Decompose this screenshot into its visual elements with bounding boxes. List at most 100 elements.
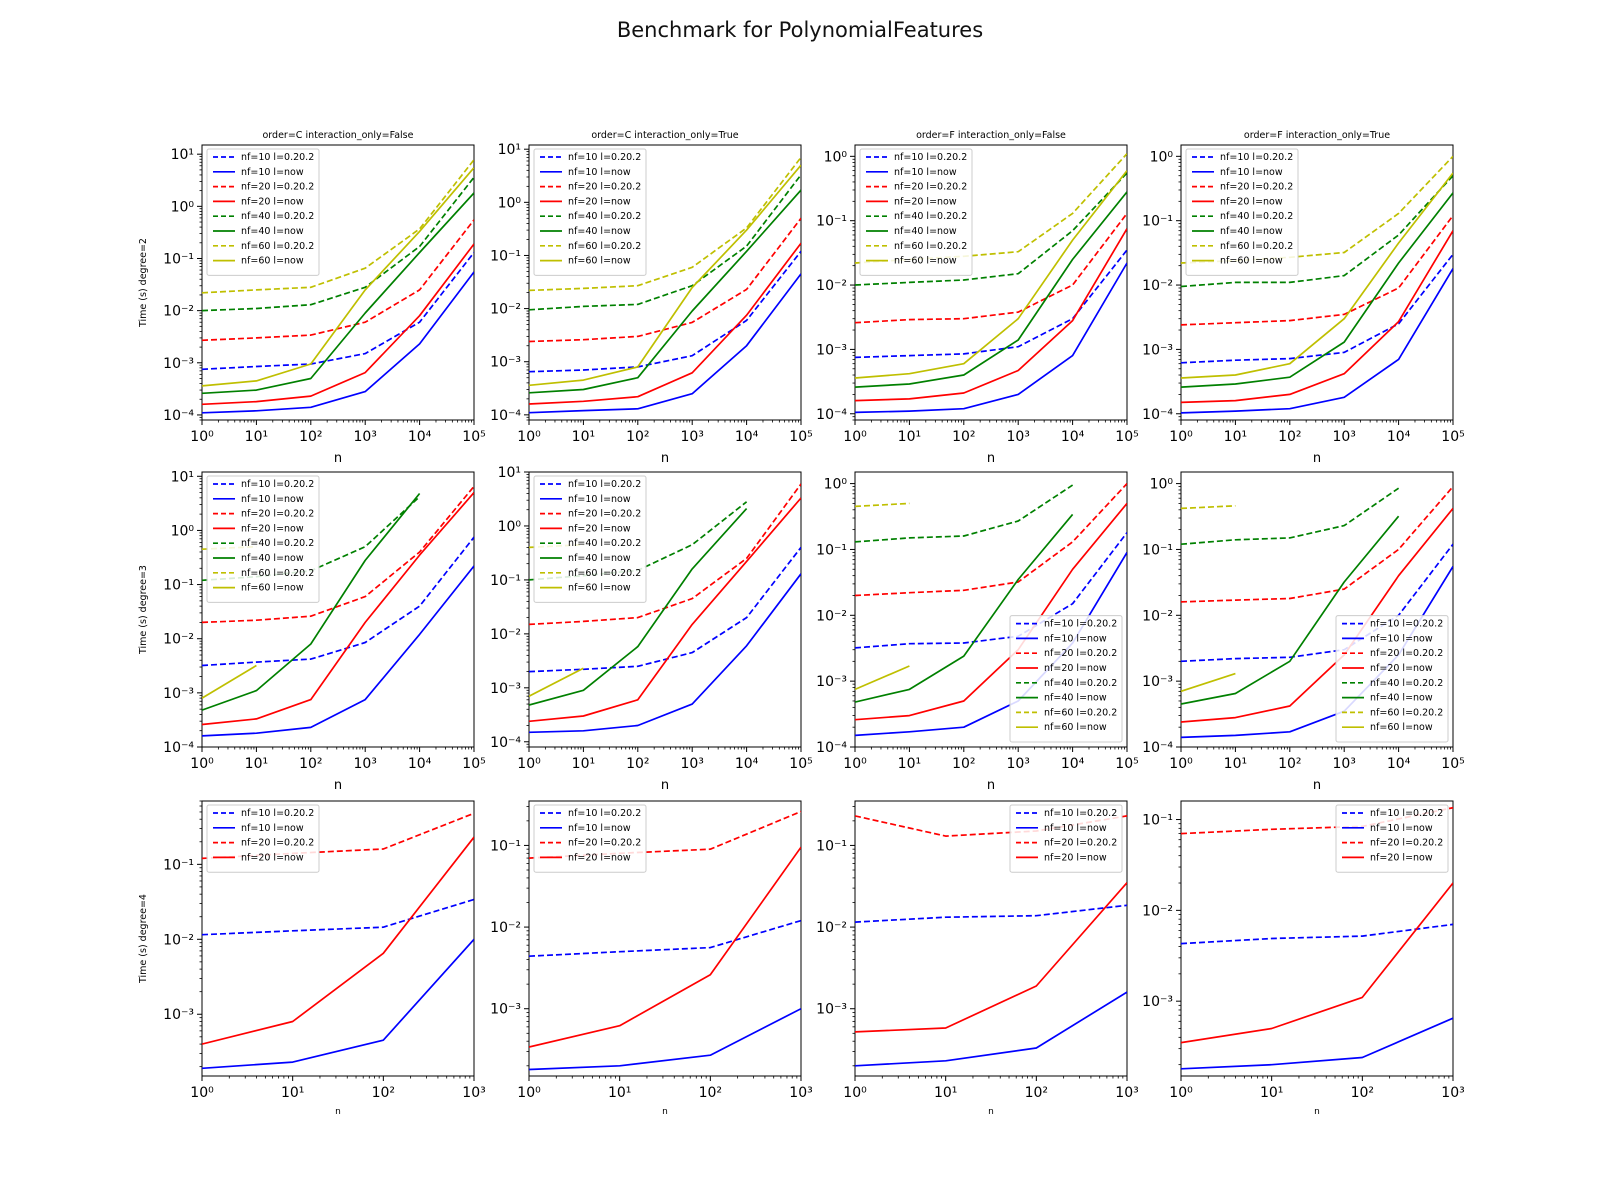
legend-label: nf=10 l=0.20.2 [241, 152, 314, 163]
y-tick-label: 10⁻¹ [490, 573, 521, 589]
legend-label: nf=20 l=0.20.2 [1044, 648, 1117, 659]
x-tick-label: 10³ [1332, 756, 1355, 772]
legend-label: nf=10 l=now [568, 823, 631, 834]
y-tick-label: 10¹ [498, 142, 521, 158]
legend-label: nf=60 l=now [1044, 722, 1107, 733]
legend: nf=10 l=0.20.2 nf=10 l=now nf=20 l=0.20.2 n… [533, 804, 647, 873]
series-nf-10-l-0-20-2 [529, 546, 801, 673]
legend-label: nf=40 l=0.20.2 [241, 538, 314, 549]
legend-label: nf=10 l=now [1370, 823, 1433, 834]
axes-frame [528, 800, 802, 1077]
x-tick-label: 10⁴ [735, 756, 759, 772]
axes-frame [201, 471, 475, 748]
legend-label: nf=20 l=now [1370, 852, 1433, 863]
series-nf-10-l-now [855, 262, 1127, 414]
y-tick-label: 10⁻² [816, 920, 847, 936]
series-group [202, 159, 474, 414]
x-tick-label: 10³ [353, 756, 376, 772]
series-nf-10-l-0-20-2 [1181, 253, 1453, 364]
series-nf-40-l-0-20-2 [1181, 175, 1453, 288]
legend-label: nf=20 l=0.20.2 [1370, 648, 1443, 659]
y-tick-label: 10⁻⁴ [1142, 740, 1173, 756]
legend-label: nf=60 l=0.20.2 [894, 241, 967, 252]
series-nf-40-l-0-20-2 [1181, 487, 1400, 546]
series-group [529, 156, 801, 414]
series-nf-10-l-now [1181, 1017, 1453, 1070]
y-tick-label: 10⁻⁴ [163, 408, 194, 424]
series-nf-10-l-0-20-2 [529, 919, 801, 958]
x-tick-label: 10⁴ [408, 756, 432, 772]
series-nf-60-l-now [855, 170, 1127, 379]
y-tick-label: 10⁻¹ [816, 838, 847, 854]
legend-label: nf=40 l=0.20.2 [1044, 678, 1117, 689]
legend-label: nf=40 l=now [1370, 693, 1433, 704]
x-tick-label: 10² [699, 1085, 722, 1101]
y-tick-label: 10⁻³ [816, 674, 847, 690]
legend-label: nf=40 l=0.20.2 [1220, 211, 1293, 222]
y-tick-label: 10⁻⁴ [816, 407, 847, 423]
y-tick-label: 10⁻⁴ [816, 740, 847, 756]
legend-label: nf=10 l=0.20.2 [894, 152, 967, 163]
legend-label: nf=20 l=0.20.2 [241, 838, 314, 849]
subplot-0: 10⁰ 10¹ 10² 10³ 10⁴ 10⁵ 10⁻⁴ 10⁻³ 10⁻² 10⁻¹ 10⁰ 10¹… [138, 130, 486, 466]
x-axis-label: n [987, 778, 995, 793]
legend-label: nf=10 l=0.20.2 [568, 152, 641, 163]
series-nf-10-l-0-20-2 [529, 250, 801, 373]
y-tick-label: 10⁻² [163, 632, 194, 648]
y-tick-label: 10⁰ [498, 195, 522, 211]
y-tick-label: 10¹ [171, 469, 194, 485]
x-tick-label: 10⁰ [190, 756, 214, 772]
legend-label: nf=10 l=0.20.2 [1370, 619, 1443, 630]
series-nf-10-l-0-20-2 [1181, 923, 1453, 945]
axes-frame [1180, 471, 1454, 748]
x-tick-label: 10⁰ [190, 1085, 214, 1101]
y-axis-label: Time (s) degree=4 [138, 894, 149, 984]
series-nf-60-l-now [1181, 172, 1453, 379]
x-tick-label: 10³ [680, 429, 703, 445]
x-axis-label: n [1313, 451, 1321, 466]
series-nf-10-l-0-20-2 [202, 251, 474, 371]
series-nf-20-l-now [1181, 230, 1453, 404]
series-nf-40-l-0-20-2 [855, 172, 1127, 286]
legend-label: nf=60 l=now [241, 256, 304, 267]
series-nf-20-l-0-20-2 [202, 485, 474, 624]
x-tick-label: 10⁵ [1115, 756, 1138, 772]
series-nf-10-l-now [1181, 268, 1453, 414]
x-tick-label: 10⁴ [735, 429, 759, 445]
y-tick-label: 10⁻¹ [163, 578, 194, 594]
legend-label: nf=40 l=0.20.2 [241, 211, 314, 222]
legend-label: nf=10 l=0.20.2 [1370, 808, 1443, 819]
series-nf-20-l-now [202, 243, 474, 406]
legend-label: nf=20 l=now [568, 523, 631, 534]
legend-label: nf=60 l=now [1220, 256, 1283, 267]
axes-frame [854, 144, 1128, 421]
y-tick-label: 10⁻³ [490, 355, 521, 371]
series-nf-10-l-0-20-2 [855, 904, 1127, 923]
series-nf-60-l-now [855, 665, 910, 691]
y-tick-label: 10⁻³ [163, 1007, 194, 1023]
series-nf-20-l-0-20-2 [855, 212, 1127, 324]
series-nf-60-l-now [202, 664, 257, 699]
x-tick-label: 10¹ [898, 756, 921, 772]
legend-label: nf=10 l=now [1044, 633, 1107, 644]
y-tick-label: 10⁻³ [1142, 994, 1173, 1010]
series-nf-10-l-0-20-2 [202, 898, 474, 936]
series-nf-10-l-now [202, 938, 474, 1070]
y-tick-label: 10⁻³ [816, 1002, 847, 1018]
legend-label: nf=10 l=now [568, 494, 631, 505]
series-nf-60-l-now [529, 164, 801, 387]
y-tick-label: 10⁻¹ [1142, 214, 1173, 230]
legend-box [533, 475, 647, 603]
legend: nf=10 l=0.20.2 nf=10 l=now nf=20 l=0.20.2 n… [1009, 615, 1123, 743]
x-tick-label: 10⁰ [843, 429, 867, 445]
y-tick-label: 10⁰ [498, 519, 522, 535]
legend-label: nf=20 l=0.20.2 [1044, 838, 1117, 849]
legend-label: nf=60 l=0.20.2 [1044, 707, 1117, 718]
series-nf-60-l-0-20-2 [529, 156, 801, 292]
x-tick-label: 10³ [1441, 1085, 1464, 1101]
y-tick-label: 10⁻³ [490, 681, 521, 697]
y-tick-label: 10⁻⁴ [1142, 407, 1173, 423]
x-tick-label: 10² [626, 429, 649, 445]
